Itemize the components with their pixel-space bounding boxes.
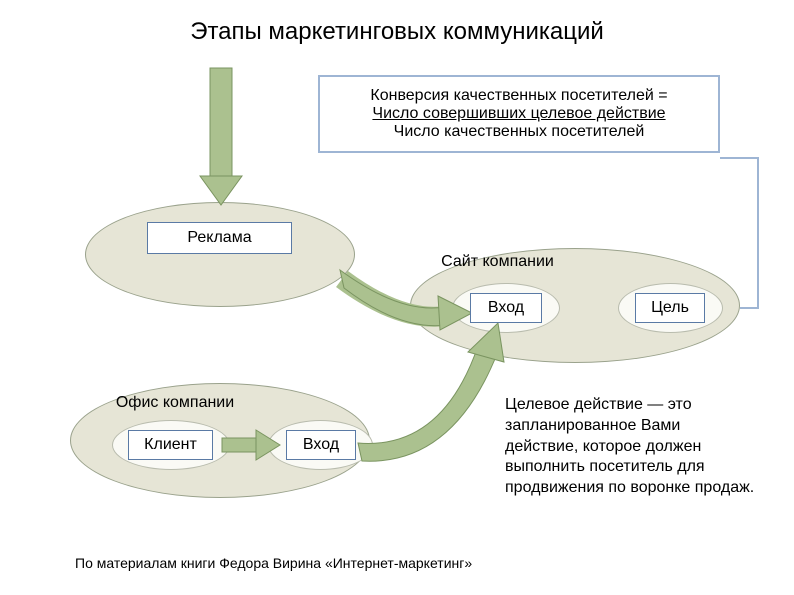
conversion-callout: Конверсия качественных посетителей = Чис… — [318, 75, 720, 153]
vhod2-label: Вход — [286, 430, 356, 460]
footer-citation: По материалам книги Федора Вирина «Интер… — [75, 555, 472, 571]
reklama-label: Реклама — [147, 222, 292, 254]
callout-line2: Число совершивших целевое действие — [334, 105, 704, 123]
site-label: Сайт компании — [420, 247, 575, 277]
reklama-ellipse — [85, 202, 355, 307]
klient-label: Клиент — [128, 430, 213, 460]
office-label: Офис компании — [95, 388, 255, 418]
vhod1-label: Вход — [470, 293, 542, 323]
tsel-label: Цель — [635, 293, 705, 323]
callout-line1: Конверсия качественных посетителей = — [334, 87, 704, 105]
page-title: Этапы маркетинговых коммуникаций — [0, 18, 794, 46]
down-arrow-reklama — [200, 68, 242, 205]
callout-line3: Число качественных посетителей — [334, 123, 704, 141]
description-text: Целевое действие — это запланированное В… — [505, 395, 755, 499]
